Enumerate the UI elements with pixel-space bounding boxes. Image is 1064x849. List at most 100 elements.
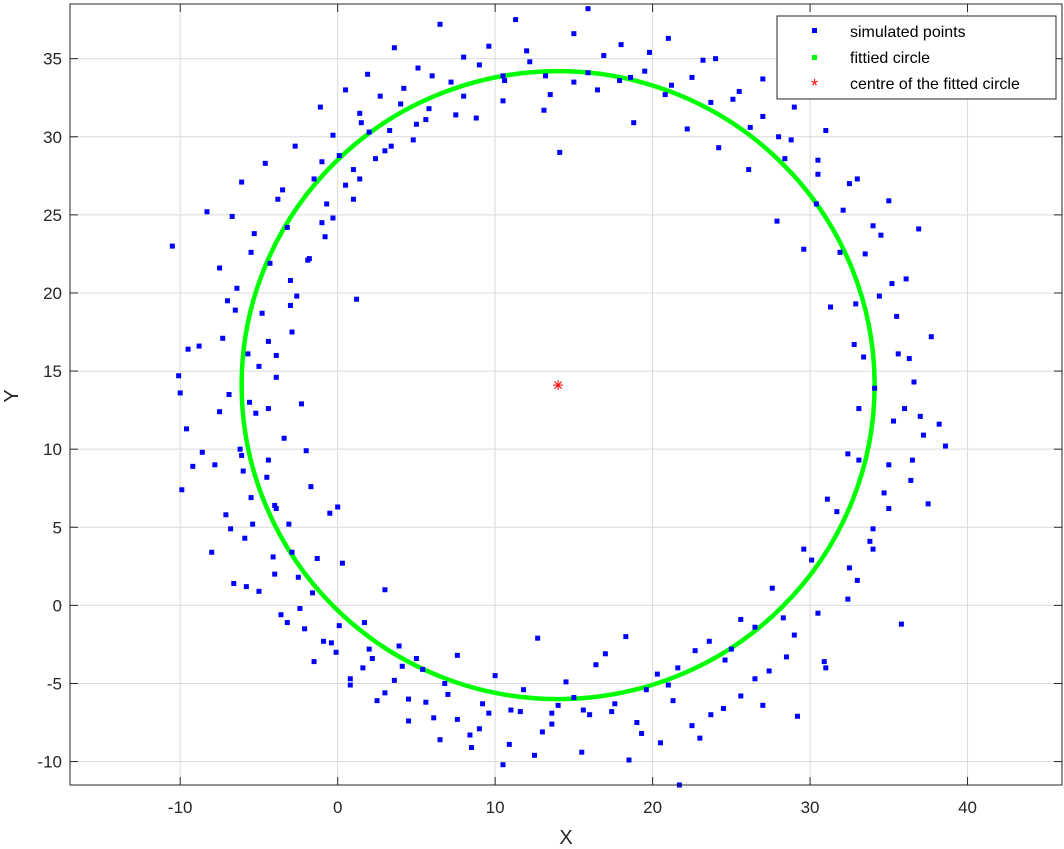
data-point <box>357 110 363 116</box>
data-point <box>335 504 341 510</box>
data-point <box>273 506 279 512</box>
data-point <box>791 104 797 110</box>
data-point <box>571 31 577 37</box>
data-point <box>240 468 246 474</box>
data-point <box>579 749 585 755</box>
data-point <box>284 224 290 230</box>
data-point <box>420 666 426 672</box>
data-point <box>728 646 734 652</box>
data-point <box>925 501 931 507</box>
data-point <box>239 452 245 458</box>
data-point <box>549 710 555 716</box>
data-point <box>242 535 248 541</box>
data-point <box>920 432 926 438</box>
data-point <box>426 106 432 112</box>
legend-item-centre: * centre of the fitted circle <box>811 76 1020 96</box>
data-point <box>853 301 859 307</box>
data-point <box>196 343 202 349</box>
data-point <box>223 512 229 518</box>
data-point <box>862 251 868 257</box>
data-point <box>232 307 238 313</box>
data-point <box>413 655 419 661</box>
data-point <box>360 665 366 671</box>
points-layer <box>169 6 948 788</box>
data-point <box>382 148 388 154</box>
data-point <box>527 59 533 65</box>
y-axis-label: Y <box>1 389 23 402</box>
data-point <box>665 35 671 41</box>
data-point <box>662 92 668 98</box>
data-point <box>547 92 553 98</box>
data-point <box>350 167 356 173</box>
data-point <box>486 710 492 716</box>
legend-box <box>776 15 1057 100</box>
data-point <box>612 701 618 707</box>
data-point <box>327 510 333 516</box>
data-point <box>692 648 698 654</box>
data-point <box>324 201 330 207</box>
data-point <box>747 124 753 130</box>
data-point <box>442 680 448 686</box>
data-point <box>845 596 851 602</box>
data-point <box>388 143 394 149</box>
data-point <box>783 654 789 660</box>
data-point <box>535 635 541 641</box>
data-point <box>431 715 437 721</box>
y-tick-label: -5 <box>47 674 62 693</box>
data-point <box>339 560 345 566</box>
data-point <box>878 232 884 238</box>
data-point <box>347 682 353 688</box>
data-point <box>314 556 320 562</box>
x-tick-label: 20 <box>643 798 662 817</box>
data-point <box>374 698 380 704</box>
data-point <box>689 74 695 80</box>
data-point <box>185 346 191 352</box>
data-point <box>410 137 416 143</box>
y-tick-label: 15 <box>43 362 62 381</box>
grid <box>70 4 1062 785</box>
data-point <box>539 729 545 735</box>
data-point <box>286 521 292 527</box>
data-point <box>867 538 873 544</box>
data-point <box>369 655 375 661</box>
data-point <box>336 153 342 159</box>
y-tick-label: 20 <box>43 284 62 303</box>
data-point <box>851 342 857 348</box>
data-point <box>856 457 862 463</box>
data-point <box>265 338 271 344</box>
data-point <box>265 457 271 463</box>
data-point <box>828 304 834 310</box>
data-point <box>928 334 934 340</box>
data-point <box>492 673 498 679</box>
data-point <box>423 117 429 123</box>
data-point <box>902 406 908 412</box>
data-point <box>543 73 549 79</box>
data-point <box>815 157 821 163</box>
data-point <box>886 198 892 204</box>
data-point <box>794 713 800 719</box>
data-point <box>396 643 402 649</box>
legend-item-fitted-circle: fittied circle <box>812 50 930 67</box>
data-point <box>176 373 182 379</box>
data-point <box>909 457 915 463</box>
data-point <box>916 226 922 232</box>
data-point <box>295 574 301 580</box>
data-point <box>593 662 599 668</box>
data-point <box>870 546 876 552</box>
data-point <box>262 160 268 166</box>
data-point <box>541 107 547 113</box>
data-point <box>823 665 829 671</box>
data-point <box>333 649 339 655</box>
data-point <box>391 45 397 51</box>
data-point <box>251 231 257 237</box>
legend: simulated points fittied circle * centre… <box>776 15 1057 100</box>
data-point <box>752 676 758 682</box>
data-point <box>287 302 293 308</box>
data-point <box>824 496 830 502</box>
data-point <box>237 446 243 452</box>
data-point <box>382 690 388 696</box>
data-point <box>256 588 262 594</box>
data-point <box>801 546 807 552</box>
data-point <box>169 243 175 249</box>
data-point <box>837 249 843 255</box>
